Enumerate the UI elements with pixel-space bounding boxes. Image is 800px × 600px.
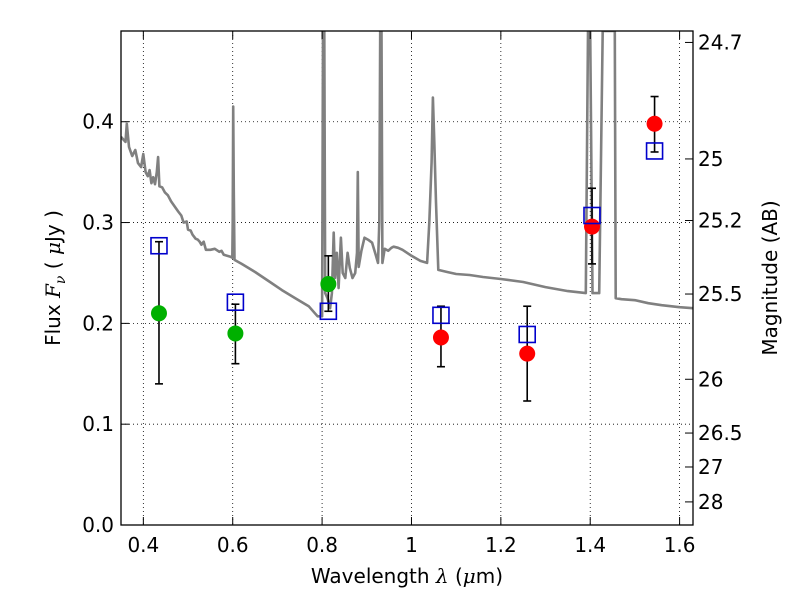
y-axis-label-f: F — [41, 283, 65, 299]
y-tick-label: 0.4 — [82, 110, 114, 134]
x-axis-label-prefix: Wavelength — [311, 564, 436, 588]
y2-tick-label: 28 — [698, 490, 723, 514]
y2-tick-label: 24.7 — [698, 30, 743, 54]
plot-background — [121, 31, 693, 525]
y2-tick-label: 25.5 — [698, 282, 743, 306]
y-axis-label: Flux Fν ( μJy ) — [41, 210, 69, 346]
y-axis-label-open: ( — [41, 255, 65, 276]
observed-flux-point — [227, 325, 244, 342]
model-flux-square — [583, 206, 601, 225]
model-flux-square — [150, 236, 168, 255]
x-tick-label: 0.4 — [127, 533, 159, 557]
x-tick-label: 0.6 — [217, 533, 249, 557]
y2-tick-label: 25.2 — [698, 209, 743, 233]
y-tick-label: 0.3 — [82, 211, 114, 235]
observed-flux-point — [584, 218, 601, 235]
x-tick-label: 1 — [405, 533, 418, 557]
axis-ticks: 0.4 0.6 0.8 1 1.2 1.4 1.6 0.0 0.1 0.2 0.3 0.4 24.7 25… — [82, 30, 742, 557]
y-axis-label-nu: ν — [53, 275, 69, 284]
x-axis-label-lambda: λ — [435, 564, 449, 588]
x-tick-label: 1.2 — [485, 533, 517, 557]
y-tick-label: 0.1 — [82, 412, 114, 436]
y-tick-label: 0.0 — [82, 513, 114, 537]
y-tick-label: 0.2 — [82, 311, 114, 335]
model-flux-square — [645, 142, 664, 160]
y2-tick-label: 26.5 — [698, 421, 743, 445]
x-axis-label-mu: μ — [463, 564, 476, 588]
y-axis-label-prefix: Flux — [41, 298, 65, 346]
x-tick-label: 0.8 — [306, 533, 338, 557]
x-tick-label: 1.6 — [664, 533, 696, 557]
observed-flux-point — [150, 305, 167, 322]
y2-tick-label: 27 — [698, 455, 723, 479]
y2-tick-label: 25 — [698, 147, 723, 171]
sed-line — [121, 31, 693, 318]
model-flux-square — [432, 306, 450, 325]
y2-axis-label: Magnitude (AB) — [758, 200, 782, 355]
y-axis-label-mu: μ — [41, 242, 65, 255]
model-flux-square — [226, 293, 245, 311]
model-flux-square — [518, 325, 537, 344]
model-sed-curve — [121, 31, 693, 318]
observed-flux-point — [646, 115, 663, 132]
y-axis-label-unit: Jy ) — [41, 210, 65, 244]
model-flux-square — [319, 302, 338, 321]
x-tick-label: 1.4 — [574, 533, 606, 557]
data-markers — [150, 115, 664, 362]
x-axis-label-unit: m) — [476, 564, 503, 588]
observed-flux-point — [519, 345, 536, 362]
x-axis-label-open: ( — [449, 564, 463, 588]
observed-flux-point — [320, 276, 337, 293]
x-axis-label: Wavelength λ (μm) — [311, 564, 503, 588]
observed-flux-point — [432, 329, 449, 346]
plot-frame — [120, 30, 694, 526]
y2-tick-label: 26 — [698, 367, 723, 391]
